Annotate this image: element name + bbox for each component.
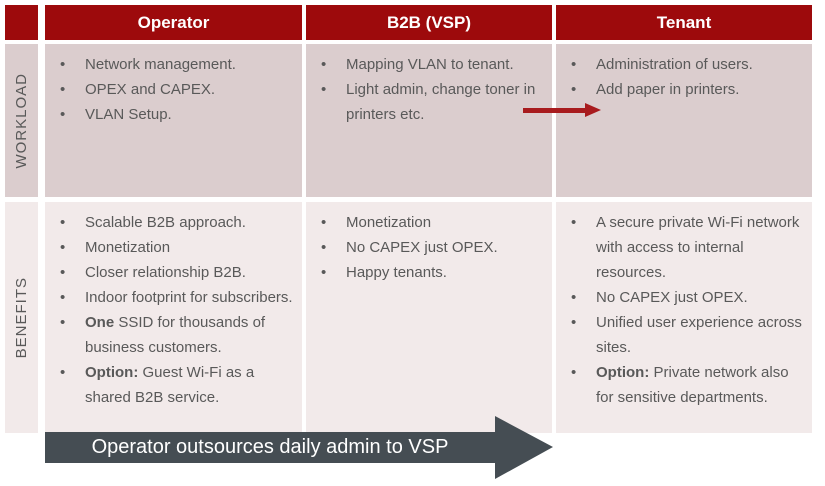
bullet-item: Add paper in printers.	[556, 77, 806, 102]
bullet-item: Scalable B2B approach.	[45, 210, 296, 235]
bullet-item: Monetization	[306, 210, 546, 235]
bullet-item: Indoor footprint for subscribers.	[45, 285, 296, 310]
benefits-tenant-list: A secure private Wi-Fi network with acce…	[556, 210, 806, 410]
header-b2b-vsp: B2B (VSP)	[306, 5, 552, 40]
bullet-item: Monetization	[45, 235, 296, 260]
header-corner-cell	[5, 5, 38, 40]
cell-benefits-b2b: MonetizationNo CAPEX just OPEX.Happy ten…	[306, 202, 552, 433]
bullet-item: Administration of users.	[556, 52, 806, 77]
cell-benefits-tenant: A secure private Wi-Fi network with acce…	[556, 202, 812, 433]
workload-operator-list: Network management.OPEX and CAPEX.VLAN S…	[45, 52, 296, 127]
bullet-item: VLAN Setup.	[45, 102, 296, 127]
bullet-item: Light admin, change toner in printers et…	[306, 77, 546, 127]
benefits-operator-list: Scalable B2B approach.MonetizationCloser…	[45, 210, 296, 410]
arrow-head	[585, 103, 601, 117]
outsource-arrow-label: Operator outsources daily admin to VSP	[91, 436, 449, 458]
outsource-arrow: Operator outsources daily admin to VSP	[45, 432, 495, 463]
header-operator: Operator	[45, 5, 302, 40]
workload-tenant-list: Administration of users.Add paper in pri…	[556, 52, 806, 102]
bullet-item: One SSID for thousands of business custo…	[45, 310, 296, 360]
cell-workload-tenant: Administration of users.Add paper in pri…	[556, 44, 812, 197]
bullet-item: No CAPEX just OPEX.	[556, 285, 806, 310]
cell-workload-operator: Network management.OPEX and CAPEX.VLAN S…	[45, 44, 302, 197]
cell-workload-b2b: Mapping VLAN to tenant.Light admin, chan…	[306, 44, 552, 197]
bullet-item: Option: Private network also for sensiti…	[556, 360, 806, 410]
outsource-arrow-head-icon	[495, 416, 553, 479]
bullet-item: Unified user experience across sites.	[556, 310, 806, 360]
workload-b2b-list: Mapping VLAN to tenant.Light admin, chan…	[306, 52, 546, 127]
workload-label: WORKLOAD	[13, 72, 30, 169]
bullet-item: Happy tenants.	[306, 260, 546, 285]
cell-benefits-operator: Scalable B2B approach.MonetizationCloser…	[45, 202, 302, 433]
arrow-right-icon	[523, 103, 601, 118]
row-label-benefits: BENEFITS	[5, 202, 38, 433]
bullet-item: OPEX and CAPEX.	[45, 77, 296, 102]
bullet-item: A secure private Wi-Fi network with acce…	[556, 210, 806, 285]
bullet-item: Network management.	[45, 52, 296, 77]
bullet-item: No CAPEX just OPEX.	[306, 235, 546, 260]
header-tenant: Tenant	[556, 5, 812, 40]
benefits-b2b-list: MonetizationNo CAPEX just OPEX.Happy ten…	[306, 210, 546, 285]
benefits-label: BENEFITS	[13, 276, 30, 359]
bullet-item: Mapping VLAN to tenant.	[306, 52, 546, 77]
bullet-item: Closer relationship B2B.	[45, 260, 296, 285]
bullet-item: Option: Guest Wi-Fi as a shared B2B serv…	[45, 360, 296, 410]
row-label-workload: WORKLOAD	[5, 44, 38, 197]
arrow-shaft	[523, 108, 587, 113]
